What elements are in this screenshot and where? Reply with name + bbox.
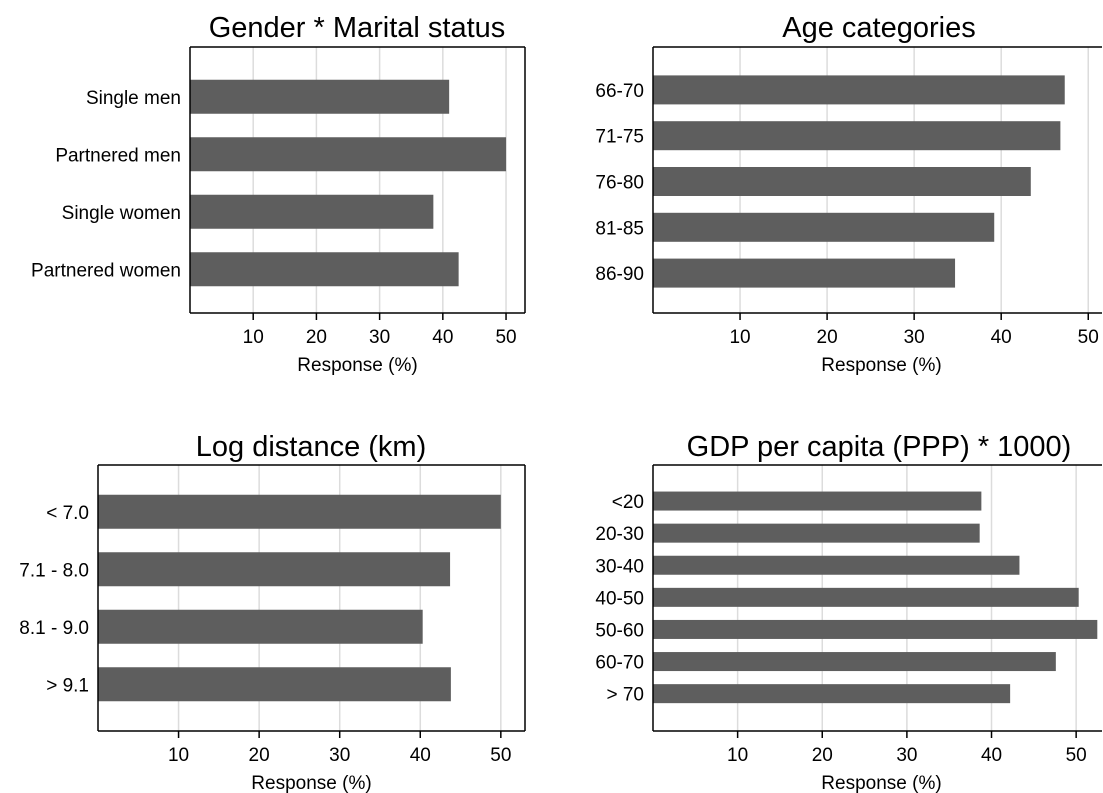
- x-tick-label: 30: [369, 327, 390, 348]
- bar-3-3: [653, 587, 1079, 607]
- bar-1-4: [653, 258, 956, 288]
- x-tick-label: 40: [432, 327, 453, 348]
- bar-3-4: [653, 619, 1098, 639]
- x-tick-label: 20: [817, 327, 838, 348]
- x-tick-label: 10: [243, 327, 264, 348]
- x-tick-label: 50: [1066, 745, 1087, 766]
- x-tick-label: 10: [168, 745, 189, 766]
- category-label: Partnered men: [55, 145, 181, 166]
- bar-3-6: [653, 684, 1011, 704]
- bar-1-1: [653, 121, 1061, 151]
- x-tick-label: 30: [904, 327, 925, 348]
- category-label: 40-50: [595, 588, 644, 609]
- bar-1-0: [653, 75, 1065, 105]
- chart-title: GDP per capita (PPP) * 1000): [687, 431, 1072, 463]
- category-label: 60-70: [595, 653, 644, 674]
- x-tick-label: 50: [1078, 327, 1099, 348]
- bar-1-3: [653, 212, 995, 242]
- x-tick-label: 10: [729, 327, 750, 348]
- x-tick-label: 20: [306, 327, 327, 348]
- category-label: 30-40: [595, 556, 644, 577]
- bar-2-1: [98, 552, 451, 587]
- bar-0-0: [190, 79, 450, 114]
- x-tick-label: 10: [727, 745, 748, 766]
- bar-3-0: [653, 491, 982, 511]
- x-tick-label: 40: [410, 745, 431, 766]
- bar-2-0: [98, 494, 501, 529]
- bar-3-1: [653, 523, 980, 543]
- x-axis-label: Response (%): [297, 355, 417, 376]
- category-label: Single men: [86, 88, 181, 109]
- x-tick-label: 30: [896, 745, 917, 766]
- x-tick-label: 40: [991, 327, 1012, 348]
- bar-0-2: [190, 194, 434, 229]
- category-label: 7.1 - 8.0: [19, 560, 89, 581]
- category-label: > 9.1: [46, 675, 89, 696]
- bar-0-1: [190, 137, 507, 172]
- bar-2-3: [98, 667, 451, 702]
- x-tick-label: 50: [490, 745, 511, 766]
- category-label: Partnered women: [31, 260, 181, 281]
- bar-0-3: [190, 252, 459, 287]
- category-label: < 7.0: [46, 503, 89, 524]
- x-tick-label: 30: [329, 745, 350, 766]
- x-tick-label: 50: [495, 327, 516, 348]
- chart-title: Gender * Marital status: [209, 12, 506, 44]
- category-label: 20-30: [595, 524, 644, 545]
- chart-title: Log distance (km): [196, 431, 427, 463]
- category-label: 66-70: [595, 81, 644, 102]
- x-tick-label: 40: [981, 745, 1002, 766]
- category-label: 81-85: [595, 218, 644, 239]
- x-axis-label: Response (%): [821, 355, 941, 376]
- category-label: 86-90: [595, 264, 644, 285]
- category-label: <20: [612, 492, 644, 513]
- category-label: 76-80: [595, 173, 644, 194]
- bar-3-5: [653, 652, 1056, 672]
- bar-2-2: [98, 609, 423, 644]
- category-label: 50-60: [595, 620, 644, 641]
- chart-title: Age categories: [782, 12, 975, 44]
- x-tick-label: 20: [249, 745, 270, 766]
- category-label: > 70: [606, 685, 644, 706]
- category-label: Single women: [62, 203, 181, 224]
- category-label: 71-75: [595, 127, 644, 148]
- x-axis-label: Response (%): [821, 773, 941, 793]
- bar-3-2: [653, 555, 1020, 575]
- bar-1-2: [653, 167, 1031, 196]
- x-axis-label: Response (%): [251, 773, 371, 793]
- x-tick-label: 20: [812, 745, 833, 766]
- category-label: 8.1 - 9.0: [19, 618, 89, 639]
